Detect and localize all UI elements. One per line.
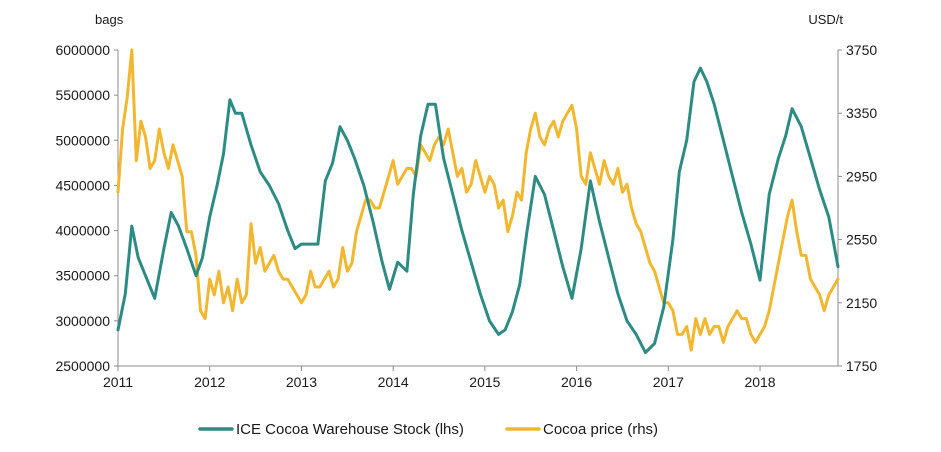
right-axis-ticks: 3750 3350 2950 2550 2150 1750 (838, 42, 877, 374)
legend-label-cocoa-price: Cocoa price (rhs) (543, 421, 658, 438)
right-axis-tick-label: 2950 (846, 168, 877, 184)
left-axis-tick-label: 3500000 (55, 268, 110, 284)
left-axis-tick-label: 3000000 (55, 313, 110, 329)
legend-label-warehouse-stock: ICE Cocoa Warehouse Stock (lhs) (236, 421, 464, 438)
left-axis-tick-label: 4500000 (55, 177, 110, 193)
right-axis-tick-label: 1750 (846, 358, 877, 374)
left-axis-tick-label: 2500000 (55, 358, 110, 374)
series-line-cocoa-price (116, 48, 840, 352)
plot-area (116, 48, 840, 354)
x-axis-tick-label: 2018 (744, 374, 775, 390)
x-axis-tick-label: 2015 (469, 374, 500, 390)
chart-legend: ICE Cocoa Warehouse Stock (lhs) Cocoa pr… (198, 421, 658, 438)
x-axis-tick-label: 2011 (103, 374, 133, 390)
right-axis-unit-label: USD/t (808, 12, 843, 27)
chart-axes (117, 50, 839, 367)
left-axis-tick-label: 5500000 (55, 87, 110, 103)
left-axis-tick-label: 5000000 (55, 132, 110, 148)
right-axis-tick-label: 3750 (846, 42, 877, 58)
left-axis-tick-label: 4000000 (55, 223, 110, 239)
x-axis-tick-label: 2012 (194, 374, 225, 390)
left-axis-tick-label: 6000000 (55, 42, 110, 58)
x-axis-tick-label: 2017 (653, 374, 684, 390)
right-axis-tick-label: 2150 (846, 295, 877, 311)
left-axis-ticks: 6000000 5500000 5000000 4500000 4000000 35000… (55, 42, 118, 374)
right-axis-tick-label: 2550 (846, 232, 877, 248)
right-axis-tick-label: 3350 (846, 105, 877, 121)
series-line-warehouse-stock (116, 66, 840, 354)
x-axis-tick-label: 2016 (561, 374, 592, 390)
x-axis-tick-label: 2013 (286, 374, 317, 390)
x-axis-ticks: 2011 2012 2013 2014 2015 2016 2017 2018 (103, 366, 776, 390)
left-axis-unit-label: bags (95, 12, 124, 27)
x-axis-tick-label: 2014 (378, 374, 409, 390)
